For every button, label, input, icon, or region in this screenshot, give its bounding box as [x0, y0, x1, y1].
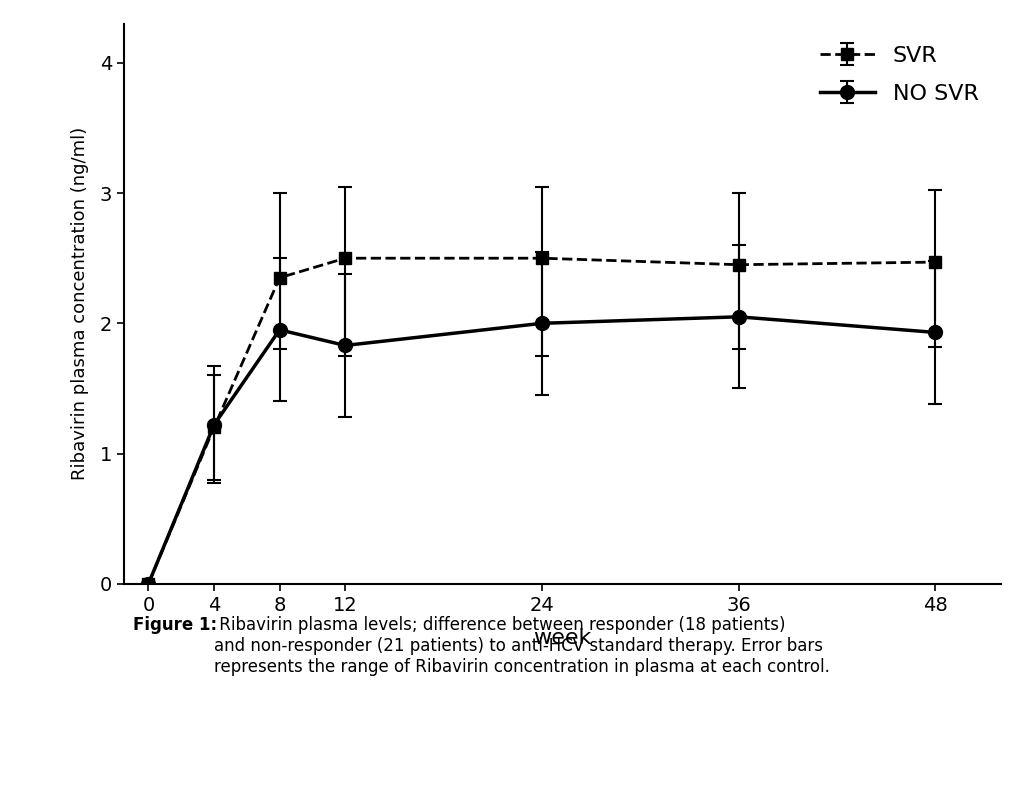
Text: Ribavirin plasma levels; difference between responder (18 patients)
and non-resp: Ribavirin plasma levels; difference betw…	[215, 616, 830, 676]
X-axis label: week: week	[534, 629, 591, 649]
Legend: SVR, NO SVR: SVR, NO SVR	[808, 35, 990, 115]
Y-axis label: Ribavirin plasma concentration (ng/ml): Ribavirin plasma concentration (ng/ml)	[70, 127, 89, 481]
Text: Figure 1:: Figure 1:	[132, 616, 217, 634]
